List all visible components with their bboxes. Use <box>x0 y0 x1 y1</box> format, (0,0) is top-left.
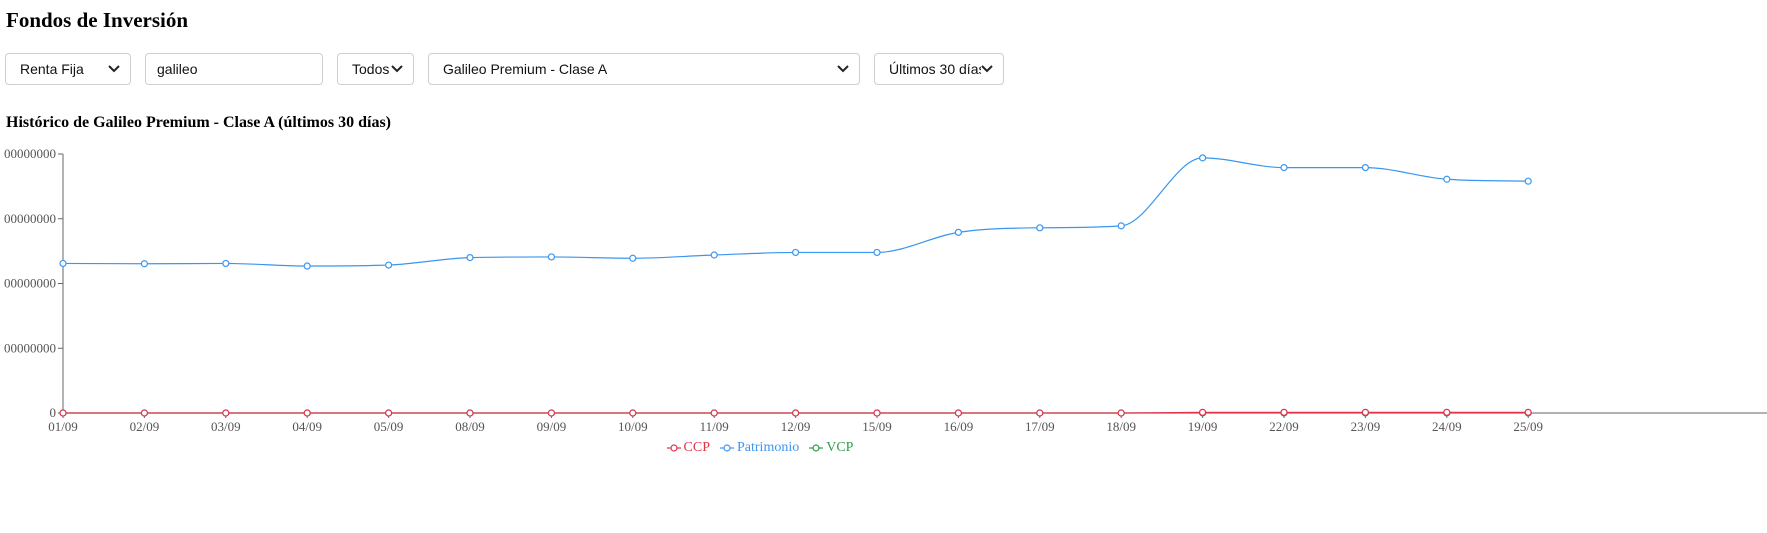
data-point-ccp[interactable] <box>1036 409 1044 417</box>
chart-title: Histórico de Galileo Premium - Clase A (… <box>6 114 392 131</box>
period-select-value: Últimos 30 días <box>889 61 981 77</box>
search-input-value: galileo <box>157 61 198 77</box>
x-tick-label: 11/09 <box>700 419 729 434</box>
data-point-ccp[interactable] <box>303 409 311 417</box>
data-point-patrimonio[interactable] <box>303 262 311 270</box>
scope-select-value: Todos <box>352 61 390 77</box>
data-point-patrimonio[interactable] <box>629 254 637 262</box>
data-point-patrimonio[interactable] <box>140 260 148 268</box>
chevron-down-icon <box>108 63 120 75</box>
data-point-ccp[interactable] <box>140 409 148 417</box>
scope-select[interactable]: Todos <box>337 53 414 85</box>
x-tick-label: 08/09 <box>455 419 485 434</box>
x-tick-label: 17/09 <box>1025 419 1055 434</box>
circle-marker-icon <box>720 444 734 452</box>
data-point-ccp[interactable] <box>710 409 718 417</box>
x-tick-label: 25/09 <box>1513 419 1543 434</box>
chevron-down-icon <box>837 63 849 75</box>
y-tick-label: 00000000 <box>4 211 56 226</box>
period-select[interactable]: Últimos 30 días <box>874 53 1004 85</box>
data-point-ccp[interactable] <box>59 409 67 417</box>
data-point-ccp[interactable] <box>466 409 474 417</box>
data-point-ccp[interactable] <box>791 409 800 417</box>
data-point-patrimonio[interactable] <box>222 259 230 268</box>
data-point-ccp[interactable] <box>1524 408 1532 416</box>
legend-item-vcp[interactable]: VCP <box>809 440 853 456</box>
data-point-patrimonio[interactable] <box>954 228 963 236</box>
data-point-ccp[interactable] <box>873 409 881 417</box>
x-tick-label: 02/09 <box>130 419 160 434</box>
legend-item-ccp[interactable]: CCP <box>666 440 710 456</box>
legend-item-patrimonio[interactable]: Patrimonio <box>720 440 799 456</box>
data-point-patrimonio[interactable] <box>1117 222 1125 230</box>
x-tick-label: 12/09 <box>781 419 811 434</box>
data-point-ccp[interactable] <box>1117 409 1125 417</box>
data-point-patrimonio[interactable] <box>1524 177 1532 185</box>
x-tick-label: 04/09 <box>292 419 322 434</box>
search-input[interactable]: galileo <box>145 53 323 85</box>
data-point-patrimonio[interactable] <box>59 259 67 268</box>
data-point-patrimonio[interactable] <box>710 251 718 259</box>
y-tick-label: 0 <box>50 405 57 420</box>
data-point-patrimonio[interactable] <box>1198 154 1207 162</box>
y-tick-label: 00000000 <box>4 340 56 355</box>
data-point-ccp[interactable] <box>547 409 556 417</box>
data-point-ccp[interactable] <box>629 409 637 417</box>
chevron-down-icon <box>981 63 993 75</box>
category-select[interactable]: Renta Fija <box>5 53 131 85</box>
data-point-patrimonio[interactable] <box>385 261 393 269</box>
fund-select-value: Galileo Premium - Clase A <box>443 61 608 77</box>
x-tick-label: 05/09 <box>374 419 404 434</box>
data-point-ccp[interactable] <box>222 409 230 417</box>
chevron-down-icon <box>391 63 403 75</box>
circle-marker-icon <box>809 444 824 452</box>
data-point-ccp[interactable] <box>1280 408 1288 416</box>
data-point-patrimonio[interactable] <box>1443 175 1451 183</box>
data-point-ccp[interactable] <box>385 409 393 417</box>
data-point-patrimonio[interactable] <box>466 253 474 262</box>
chart-legend: CCP Patrimonio VCP <box>0 440 1520 456</box>
legend-label: Patrimonio <box>737 440 800 455</box>
page-title: Fondos de Inversión <box>6 8 189 32</box>
data-point-patrimonio[interactable] <box>547 253 556 261</box>
y-tick-label: 00000000 <box>4 146 56 161</box>
data-point-ccp[interactable] <box>1198 408 1207 416</box>
x-tick-label: 22/09 <box>1269 419 1299 434</box>
data-point-patrimonio[interactable] <box>873 248 881 257</box>
x-tick-label: 10/09 <box>618 419 648 434</box>
y-tick-label: 00000000 <box>4 276 56 291</box>
data-point-patrimonio[interactable] <box>1361 163 1370 172</box>
x-tick-label: 16/09 <box>944 419 974 434</box>
data-point-patrimonio[interactable] <box>791 248 800 257</box>
data-point-patrimonio[interactable] <box>1280 163 1288 172</box>
x-tick-label: 01/09 <box>48 419 78 434</box>
x-tick-label: 18/09 <box>1106 419 1136 434</box>
category-select-value: Renta Fija <box>20 61 84 77</box>
legend-label: VCP <box>826 440 854 455</box>
data-point-ccp[interactable] <box>1361 408 1370 416</box>
fund-select[interactable]: Galileo Premium - Clase A <box>428 53 860 85</box>
circle-marker-icon <box>666 444 681 452</box>
x-tick-label: 03/09 <box>211 419 241 434</box>
data-point-patrimonio[interactable] <box>1036 224 1044 232</box>
data-point-ccp[interactable] <box>954 409 963 417</box>
data-point-ccp[interactable] <box>1443 408 1451 416</box>
x-tick-label: 15/09 <box>862 419 892 434</box>
x-tick-label: 23/09 <box>1351 419 1381 434</box>
x-tick-label: 24/09 <box>1432 419 1462 434</box>
x-tick-label: 09/09 <box>537 419 567 434</box>
x-tick-label: 19/09 <box>1188 419 1218 434</box>
legend-label: CCP <box>683 440 710 455</box>
